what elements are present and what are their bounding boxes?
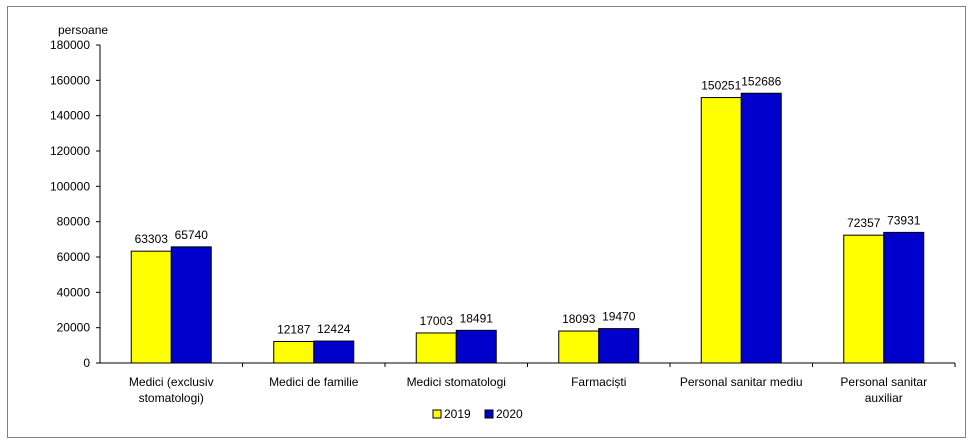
y-tick-label: 160000	[50, 73, 90, 87]
bar-2020	[598, 328, 640, 364]
y-tick-label: 180000	[50, 38, 90, 52]
y-tick-label: 140000	[50, 109, 90, 123]
x-category-label: Personal sanitar mediu	[680, 375, 803, 389]
data-label: 18093	[562, 312, 596, 326]
legend-swatch-2020	[484, 409, 494, 419]
bar-2020	[883, 231, 925, 364]
y-tick-label: 40000	[57, 285, 91, 299]
data-label: 63303	[135, 232, 169, 246]
data-label: 12187	[277, 322, 311, 336]
bar-2019	[130, 250, 172, 364]
data-label: 73931	[887, 213, 921, 227]
y-tick-label: 100000	[50, 179, 90, 193]
x-category-label: Farmaciști	[571, 375, 626, 389]
y-tick-label: 60000	[57, 250, 91, 264]
data-label: 150251	[701, 79, 741, 93]
bar-2020	[170, 246, 212, 364]
y-tick-label: 20000	[57, 321, 91, 335]
bar-2020	[740, 92, 782, 364]
data-label: 65740	[175, 228, 209, 242]
bar-2020	[313, 340, 355, 364]
data-label: 17003	[420, 314, 454, 328]
x-category-label: Personal sanitar	[840, 375, 927, 389]
bar-2019	[558, 330, 600, 364]
x-category-label: stomatologi)	[139, 391, 204, 405]
y-tick-label: 120000	[50, 144, 90, 158]
bar-2019	[273, 340, 315, 364]
y-tick-label: 0	[83, 356, 90, 370]
data-label: 18491	[460, 311, 494, 325]
data-label: 72357	[847, 216, 881, 230]
bar-2019	[700, 97, 742, 364]
legend-label-2019: 2019	[444, 407, 471, 421]
x-category-label: auxiliar	[865, 391, 903, 405]
bar-2019	[415, 332, 457, 364]
y-tick-label: 80000	[57, 215, 91, 229]
data-label: 152686	[741, 74, 781, 88]
y-axis-label: persoane	[58, 23, 108, 37]
bar-2019	[843, 234, 885, 364]
x-category-label: Medici stomatologi	[407, 375, 506, 389]
x-category-label: Medici (exclusiv	[129, 375, 214, 389]
data-label: 19470	[602, 310, 636, 324]
legend-label-2020: 2020	[496, 407, 523, 421]
x-category-label: Medici de familie	[269, 375, 359, 389]
legend-swatch-2019	[432, 409, 442, 419]
bar-2020	[455, 329, 497, 364]
chart-frame	[7, 6, 966, 438]
data-label: 12424	[317, 322, 351, 336]
